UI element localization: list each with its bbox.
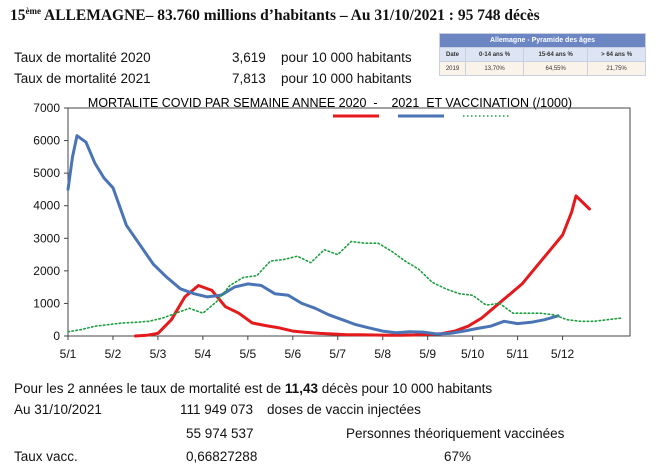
summary-prefix: Pour les 2 années le taux de mortalité e… [14,381,285,396]
x-tick-label: 5/9 [419,347,436,361]
summary-suffix: décès pour 10 000 habitants [317,381,493,396]
mortality-2020-value: 3,619 [232,50,266,65]
series-line-green-dotted [67,240,622,333]
mortality-2020-label: Taux de mortalité 2020 [14,50,151,65]
plot-area-frame [67,107,631,337]
x-tick-label: 5/2 [105,347,122,361]
x-tick-label: 5/3 [150,347,167,361]
pyramid-header-0-14: 0-14 ans % [465,47,525,62]
age-pyramid-table: Allemagne - Pyramide des âges Date 0-14 … [438,33,646,76]
summary-rate-value: 11,43 [284,381,318,396]
x-tick-label: 5/1 [60,347,77,361]
doses-label: doses de vaccin injectées [267,402,421,417]
persons-value: 55 974 537 [186,426,254,441]
doses-value: 111 949 073 [180,402,254,417]
rate-percent: 67% [444,449,472,464]
y-tick-label: 3000 [33,231,60,245]
series-line-red [133,194,591,338]
title-text: ALLEMAGNE– 83.760 millions d’habitants –… [41,7,540,25]
mortality-2021-label: Taux de mortalité 2021 [14,71,151,86]
rank-suffix: ème [25,6,42,16]
x-tick-label: 5/4 [195,347,212,361]
pyramid-value-date: 2019 [438,61,467,76]
rate-label: Taux vacc. [14,449,78,464]
y-tick-label: 6000 [33,134,60,148]
rank-number: 15 [10,7,26,25]
pyramid-header-15-64: 15-64 ans % [523,47,589,62]
summary-line: Pour les 2 années le taux de mortalité e… [14,381,492,396]
pyramid-value-0-14: 13,70% [465,61,525,76]
x-tick-label: 5/12 [551,347,575,361]
pyramid-value-64plus: 21,75% [587,61,646,76]
chart-title: MORTALITE COVID PAR SEMAINE ANNEE 2020 -… [88,96,572,110]
pyramid-header-date: Date [438,47,467,62]
rate-value: 0,66827288 [186,449,258,464]
pyramid-title: Allemagne - Pyramide des âges [439,33,646,48]
y-tick-label: 5000 [33,166,60,180]
mortality-2020-unit: pour 10 000 habitants [281,50,412,65]
page-title: 15ème ALLEMAGNE– 83.760 millions d’habit… [10,6,540,25]
x-tick-label: 5/7 [329,347,346,361]
y-tick-label: 2000 [33,264,60,278]
y-tick-label: 4000 [33,199,60,213]
x-tick-label: 5/10 [461,347,485,361]
pyramid-header-64plus: > 64 ans % [587,47,646,62]
x-tick-label: 5/11 [506,347,529,361]
chart-svg: MORTALITE COVID PAR SEMAINE ANNEE 2020 -… [33,96,631,361]
series-line-blue [66,134,560,336]
pyramid-value-15-64: 64,55% [523,61,589,76]
y-tick-label: 1000 [33,296,60,310]
covid-chart: MORTALITE COVID PAR SEMAINE ANNEE 2020 -… [0,94,661,369]
x-tick-label: 5/5 [239,347,256,361]
mortality-2021-value: 7,813 [232,71,266,86]
date-label: Au 31/10/2021 [14,402,102,417]
x-tick-label: 5/8 [374,347,391,361]
mortality-2021-unit: pour 10 000 habitants [281,71,412,86]
x-tick-label: 5/6 [284,347,301,361]
y-tick-label: 0 [53,329,60,343]
y-tick-label: 7000 [33,101,60,115]
persons-label: Personnes théoriquement vaccinées [346,426,565,441]
